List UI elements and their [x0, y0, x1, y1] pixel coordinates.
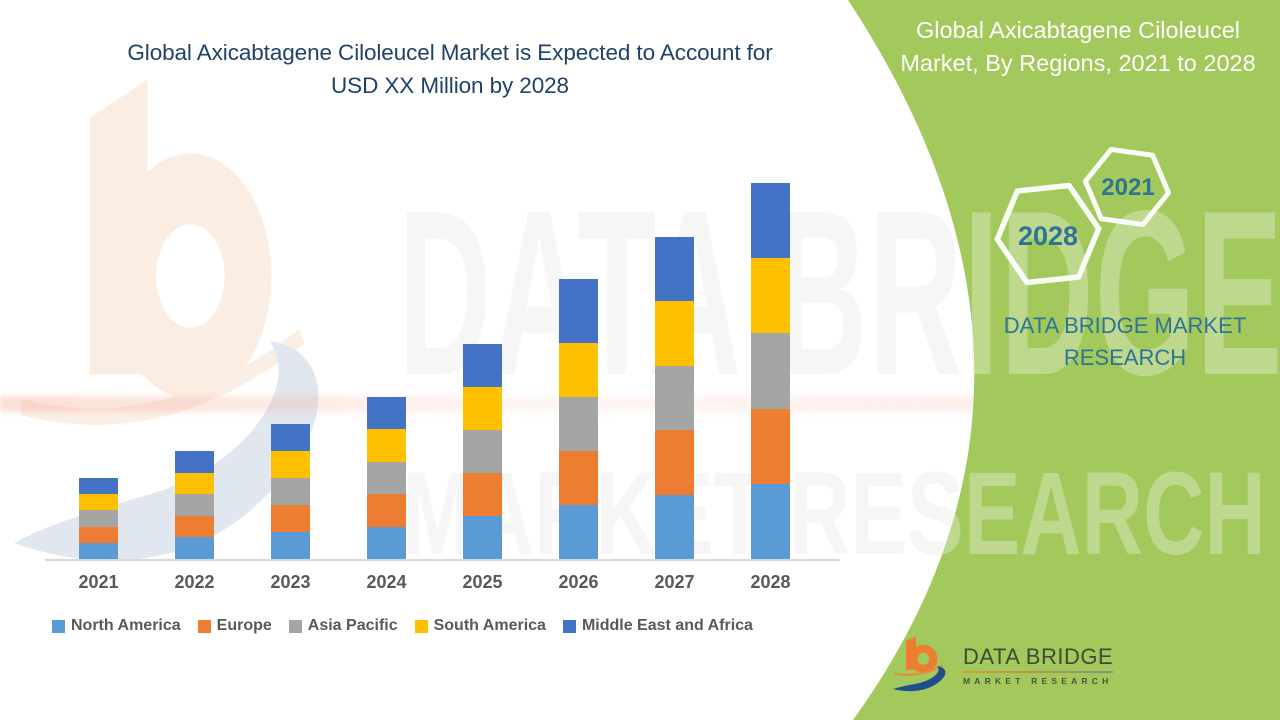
x-axis-label-2025: 2025	[462, 572, 503, 592]
bar-segment-2025-europe	[463, 473, 502, 516]
bar-segment-2021-south-america	[79, 494, 118, 511]
footer-logo-subbrand: MARKET RESEARCH	[963, 675, 1113, 686]
legend-label: Middle East and Africa	[581, 617, 753, 634]
dbmr-logo-icon	[893, 634, 955, 696]
bar-segment-2022-north-america	[175, 537, 214, 559]
chart-title-line2: USD XX Million by 2028	[331, 73, 569, 98]
bar-segment-2028-north-america	[751, 483, 790, 559]
bar-2028	[751, 183, 790, 559]
legend-swatch-asia-pacific	[288, 619, 302, 633]
legend-swatch-south-america	[414, 619, 428, 633]
side-panel-heading-line2: Market, By Regions, 2021 to 2028	[900, 50, 1256, 76]
bar-segment-2024-south-america	[367, 429, 406, 462]
bar-segment-2021-north-america	[79, 542, 118, 559]
bar-segment-2028-europe	[751, 408, 790, 484]
legend-item-middle-east-and-africa: Middle East and Africa	[562, 617, 753, 635]
plot-area	[79, 183, 790, 559]
bar-segment-2027-europe	[655, 430, 694, 495]
legend-swatch-north-america	[52, 619, 65, 633]
bar-segment-2027-north-america	[655, 494, 694, 559]
bar-segment-2021-europe	[79, 526, 118, 543]
bar-segment-2025-south-america	[463, 387, 502, 430]
bar-2022	[175, 451, 214, 559]
bar-segment-2024-asia-pacific	[367, 461, 406, 495]
side-panel-heading-line1: Global Axicabtagene Ciloleucel	[916, 17, 1240, 43]
legend-label: Asia Pacific	[307, 617, 398, 634]
bar-segment-2026-middle-east-and-africa	[559, 278, 598, 343]
x-axis-label-2027: 2027	[654, 572, 695, 592]
bar-segment-2022-south-america	[175, 472, 214, 495]
x-axis-label-2028: 2028	[750, 572, 791, 592]
bar-segment-2024-north-america	[367, 526, 406, 559]
bar-segment-2022-asia-pacific	[175, 494, 214, 516]
bar-2026	[559, 278, 598, 559]
side-panel-brand-text: DATA BRIDGE MARKET RESEARCH	[1003, 313, 1247, 370]
bar-segment-2025-north-america	[463, 516, 502, 559]
chart-title-line1: Global Axicabtagene Ciloleucel Market is…	[127, 40, 773, 65]
bar-2025	[463, 344, 502, 559]
bar-segment-2027-south-america	[655, 301, 694, 366]
bar-segment-2023-europe	[271, 505, 310, 532]
footer-logo-brand: DATA BRIDGE	[963, 643, 1114, 669]
x-axis-labels: 2021 2022 2023 2024 2025 2026 2027 2028	[0, 572, 860, 600]
hexagon-2021-label: 2021	[1101, 174, 1155, 201]
bar-segment-2028-middle-east-and-africa	[751, 183, 790, 259]
bar-segment-2026-north-america	[559, 505, 598, 559]
bar-segment-2021-asia-pacific	[79, 510, 118, 527]
bar-segment-2023-asia-pacific	[271, 478, 310, 505]
bar-segment-2022-europe	[175, 515, 214, 538]
x-axis-label-2023: 2023	[270, 572, 311, 592]
bar-segment-2028-asia-pacific	[751, 333, 790, 409]
bar-segment-2024-middle-east-and-africa	[367, 397, 406, 430]
x-axis-label-2024: 2024	[366, 572, 407, 592]
footer-logo-text: DATA BRIDGE MARKET RESEARCH	[963, 643, 1114, 686]
bar-segment-2023-middle-east-and-africa	[271, 424, 310, 451]
bar-segment-2025-asia-pacific	[463, 430, 502, 473]
side-panel-heading: Global Axicabtagene Ciloleucel Market, B…	[880, 14, 1276, 80]
bar-segment-2022-middle-east-and-africa	[175, 451, 214, 473]
legend: North America Europe Asia Pacific South Ame…	[52, 617, 753, 635]
legend-label: South America	[433, 617, 546, 634]
bar-segment-2028-south-america	[751, 258, 790, 334]
x-axis-label-2022: 2022	[174, 572, 215, 592]
x-axis-line	[45, 559, 840, 561]
hexagon-2028-label: 2028	[1017, 221, 1079, 251]
bar-segment-2026-south-america	[559, 343, 598, 397]
bar-segment-2021-middle-east-and-africa	[79, 478, 118, 495]
bar-segment-2026-europe	[559, 451, 598, 505]
bar-2023	[271, 424, 310, 559]
footer-logo: DATA BRIDGE MARKET RESEARCH	[893, 634, 1114, 696]
legend-item-europe: Europe	[197, 617, 272, 635]
x-axis-label-2021: 2021	[78, 572, 119, 592]
bar-segment-2027-asia-pacific	[655, 365, 694, 431]
bar-segment-2026-asia-pacific	[559, 397, 598, 451]
legend-swatch-middle-east-and-africa	[562, 619, 576, 633]
bar-2027	[655, 237, 694, 559]
legend-item-north-america: North America	[52, 617, 181, 635]
bar-segment-2025-middle-east-and-africa	[463, 344, 502, 387]
legend-item-south-america: South America	[414, 617, 546, 635]
bar-segment-2027-middle-east-and-africa	[655, 237, 694, 302]
legend-swatch-europe	[197, 619, 211, 633]
footer-logo-rule	[963, 670, 1114, 673]
legend-item-asia-pacific: Asia Pacific	[288, 617, 398, 635]
bar-2021	[79, 478, 118, 559]
bar-segment-2023-south-america	[271, 451, 310, 478]
bar-2024	[367, 397, 406, 559]
chart-title: Global Axicabtagene Ciloleucel Market is…	[70, 36, 830, 102]
bar-segment-2024-europe	[367, 494, 406, 527]
legend-label: Europe	[216, 617, 272, 634]
bar-segment-2023-north-america	[271, 532, 310, 559]
x-axis-label-2026: 2026	[558, 572, 599, 592]
legend-label: North America	[71, 617, 181, 634]
